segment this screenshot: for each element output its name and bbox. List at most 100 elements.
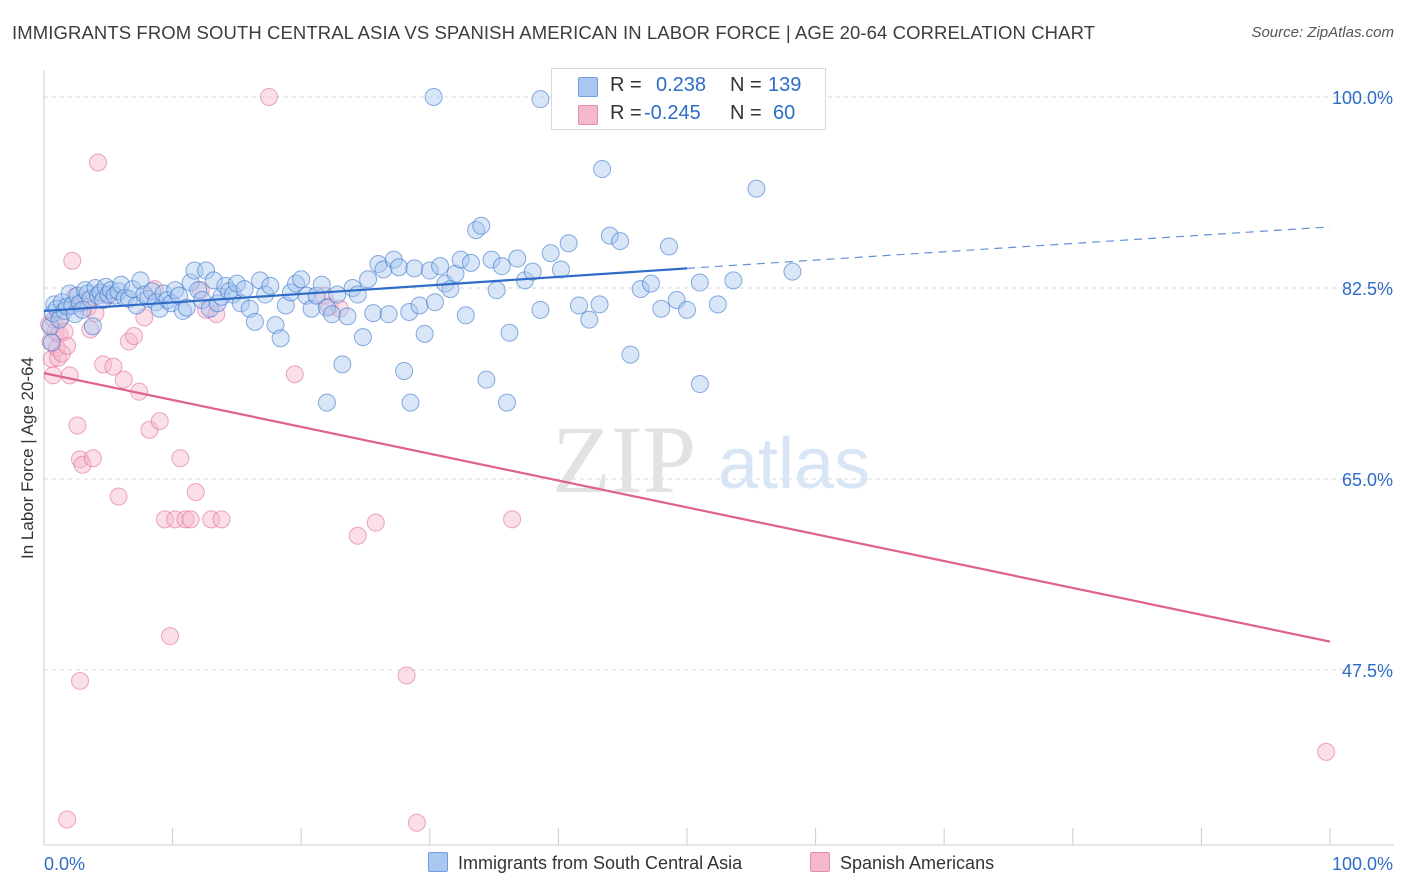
- legend-row-pink: R = -0.245 N = 60: [552, 100, 825, 128]
- data-point-pink: [161, 627, 180, 646]
- data-point-blue: [197, 261, 216, 280]
- bottom-legend-label-pink: Spanish Americans: [840, 853, 995, 873]
- data-point-pink: [366, 513, 385, 532]
- data-point-blue: [364, 304, 383, 323]
- data-point-pink: [60, 366, 79, 385]
- data-point-blue: [323, 305, 342, 324]
- data-point-pink: [285, 365, 304, 384]
- data-point-blue: [312, 275, 331, 294]
- axis-layer: [43, 70, 1394, 846]
- data-point-blue: [256, 285, 275, 304]
- data-point-pink: [58, 336, 77, 355]
- data-point-blue: [415, 324, 434, 343]
- legend-row-blue: R = 0.238 N = 139: [552, 72, 825, 100]
- data-point-blue: [431, 257, 450, 276]
- data-point-blue: [652, 299, 671, 318]
- data-point-blue: [690, 273, 709, 292]
- data-point-blue: [83, 317, 102, 336]
- data-point-pink: [42, 349, 61, 368]
- legend-n-label: N =: [730, 74, 762, 96]
- data-point-pink: [186, 483, 205, 502]
- data-point-blue: [420, 261, 439, 280]
- legend-swatch-blue: [578, 77, 598, 97]
- data-point-blue: [551, 260, 570, 279]
- data-point-blue: [292, 270, 311, 289]
- data-point-blue: [580, 310, 599, 329]
- y-tick-label: 100.0%: [1332, 88, 1393, 108]
- data-point-pink: [63, 251, 82, 270]
- data-point-pink: [119, 332, 138, 351]
- data-point-blue: [177, 298, 196, 317]
- watermark: ZIP atlas: [552, 406, 870, 513]
- legend-n-label: N =: [730, 102, 762, 124]
- y-tick-label: 47.5%: [1342, 661, 1393, 681]
- trend-line-blue: [43, 267, 688, 313]
- data-point-blue: [338, 307, 357, 326]
- data-point-blue: [631, 280, 650, 299]
- data-point-blue: [204, 271, 223, 290]
- watermark-atlas: atlas: [718, 424, 870, 504]
- y-tick-labels: 47.5% 65.0% 82.5% 100.0%: [1332, 88, 1393, 681]
- data-point-blue: [590, 295, 609, 314]
- trend-layer: [43, 226, 1331, 643]
- data-point-blue: [401, 393, 420, 412]
- data-point-blue: [405, 259, 424, 278]
- data-point-pink: [58, 810, 77, 829]
- data-point-pink: [125, 327, 144, 346]
- trend-line-blue-extension: [686, 226, 1331, 269]
- data-point-pink: [114, 370, 133, 389]
- legend-swatch-pink: [578, 105, 598, 125]
- data-point-blue: [569, 296, 588, 315]
- data-point-blue: [410, 296, 429, 315]
- data-point-pink: [503, 510, 522, 529]
- data-point-blue: [245, 312, 264, 331]
- data-point-blue: [641, 274, 660, 293]
- data-point-blue: [424, 88, 443, 106]
- data-point-blue: [143, 282, 162, 301]
- series-spanish-americans: [40, 88, 1336, 832]
- bottom-legend-swatch-blue: [428, 852, 448, 872]
- data-point-blue: [425, 293, 444, 312]
- data-point-pink: [68, 416, 87, 435]
- legend-r-value: -0.245: [644, 102, 701, 124]
- data-point-blue: [94, 291, 113, 310]
- data-point-pink: [83, 449, 102, 468]
- data-point-pink: [109, 487, 128, 506]
- data-point-blue: [251, 271, 270, 290]
- data-point-blue: [333, 355, 352, 374]
- data-point-blue: [492, 257, 511, 276]
- data-point-blue: [348, 285, 367, 304]
- data-point-blue: [400, 303, 419, 322]
- data-point-blue: [611, 232, 630, 251]
- data-point-pink: [1317, 742, 1336, 761]
- data-point-blue: [379, 305, 398, 324]
- data-point-pink: [55, 322, 74, 341]
- x-tick-labels: 0.0% 100.0%: [44, 854, 1393, 874]
- data-point-blue: [317, 393, 336, 412]
- data-point-blue: [446, 264, 465, 283]
- data-point-blue: [281, 283, 300, 302]
- data-point-blue: [482, 250, 501, 269]
- data-point-pink: [104, 357, 123, 376]
- data-point-blue: [541, 244, 560, 263]
- y-tick-label: 65.0%: [1342, 470, 1393, 490]
- data-point-blue: [42, 333, 61, 352]
- data-point-blue: [235, 280, 254, 299]
- x-tick-label: 0.0%: [44, 854, 85, 874]
- data-point-blue: [747, 179, 766, 198]
- x-tick-label: 100.0%: [1332, 854, 1393, 874]
- correlation-legend: R = 0.238 N = 139 R = -0.245 N = 60: [551, 68, 826, 130]
- data-point-pink: [41, 332, 60, 351]
- data-point-blue: [389, 258, 408, 277]
- data-point-pink: [348, 526, 367, 545]
- watermark-zip: ZIP: [552, 406, 696, 513]
- bottom-legend-swatch-pink: [810, 852, 830, 872]
- y-axis-label: In Labor Force | Age 20-64: [18, 357, 37, 559]
- data-point-pink: [89, 153, 108, 172]
- data-point-blue: [131, 271, 150, 290]
- data-point-blue: [659, 237, 678, 256]
- data-point-blue: [328, 285, 347, 304]
- data-point-blue: [523, 262, 542, 281]
- data-point-blue: [181, 273, 200, 292]
- legend-n-value: 60: [773, 102, 796, 124]
